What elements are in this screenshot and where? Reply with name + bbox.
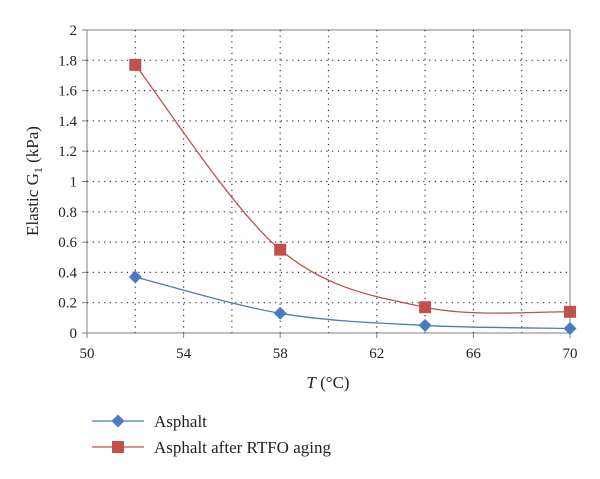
series-asphalt (128, 270, 577, 335)
legend-label: Asphalt after RTFO aging (154, 438, 331, 457)
x-tick-label: 62 (369, 346, 384, 362)
y-tick-label: 1.4 (58, 114, 77, 130)
y-tick-label: 0.2 (58, 296, 77, 312)
y-tick-label: 1.6 (58, 84, 77, 100)
y-tick-label: 1.2 (58, 144, 77, 160)
y-tick-label: 2 (70, 23, 78, 39)
x-tick-label: 50 (80, 346, 95, 362)
data-point (563, 321, 577, 335)
data-point (273, 306, 287, 320)
x-tick-label: 54 (176, 346, 192, 362)
series-line (134, 64, 571, 314)
legend: Asphalt Asphalt after RTFO aging (92, 412, 331, 457)
legend-item: Asphalt after RTFO aging (92, 438, 331, 457)
legend-label: Asphalt (154, 412, 207, 431)
y-tick-label: 0.4 (58, 265, 77, 281)
x-tick-label: 58 (273, 346, 288, 362)
legend-marker (111, 414, 125, 428)
data-point (418, 318, 432, 332)
x-tick-label: 66 (466, 346, 482, 362)
x-tick-label: 70 (563, 346, 578, 362)
y-tick-label: 1 (70, 175, 78, 191)
y-tick-label: 1.8 (58, 53, 77, 69)
legend-marker (112, 441, 124, 453)
series-asphalt-rtfo (129, 58, 576, 318)
series-line (135, 276, 571, 330)
y-tick-label: 0 (70, 326, 78, 342)
y-tick-label: 0.6 (58, 235, 77, 251)
axes: 50 54 58 62 66 70 0 0.2 0.4 0.6 0.8 1 1.2 1.4 1.6 1.8 2 (58, 23, 577, 362)
legend-item: Asphalt (92, 412, 207, 431)
series-layer (128, 58, 577, 335)
x-axis-title: T (°C) (306, 373, 349, 392)
y-tick-label: 0.8 (58, 205, 77, 221)
grid (87, 30, 570, 333)
data-point (274, 243, 287, 256)
data-point (129, 58, 142, 71)
y-axis-title: Elastic G1 (kPa) (23, 126, 45, 236)
data-point (419, 301, 432, 314)
data-point (564, 305, 576, 318)
data-point (128, 270, 142, 284)
